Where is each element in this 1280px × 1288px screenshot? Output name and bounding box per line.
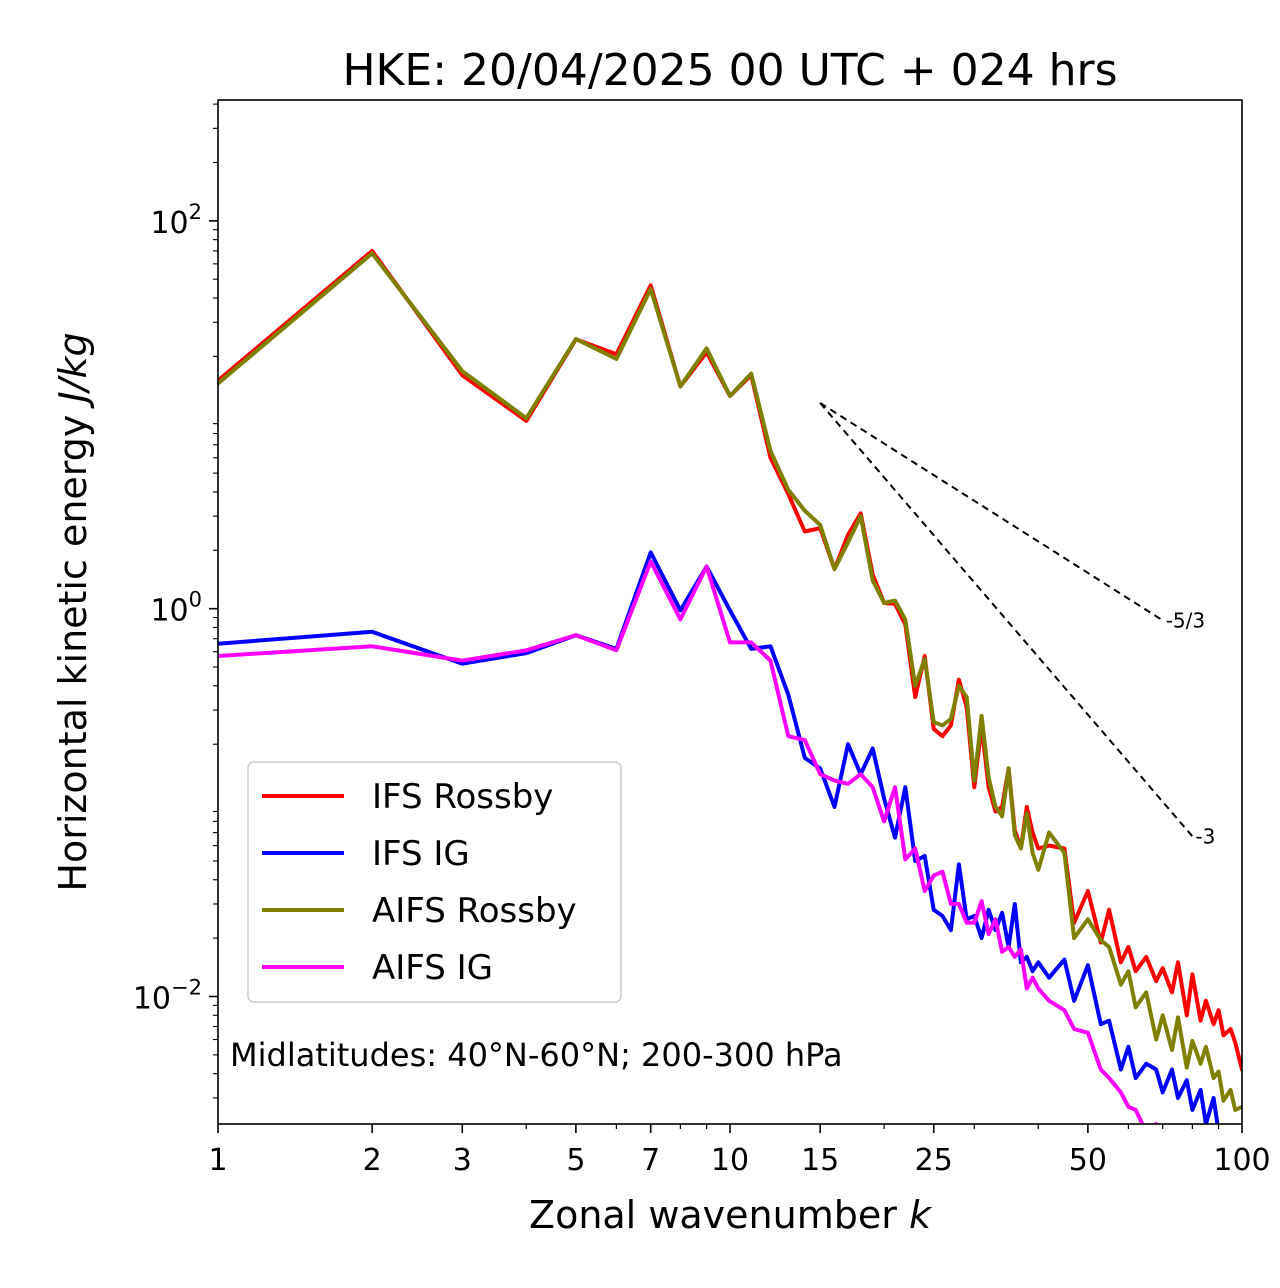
legend: IFS Rossby IFS IG AIFS Rossby AIFS IG [247, 761, 622, 1003]
x-tick-label: 10 [711, 1143, 749, 1178]
region-annotation: Midlatitudes: 40°N-60°N; 200-300 hPa [230, 1036, 843, 1074]
chart-title: HKE: 20/04/2025 00 UTC + 024 hrs [342, 45, 1117, 96]
x-tick-label: 5 [566, 1143, 585, 1178]
x-tick-label: 50 [1069, 1143, 1107, 1178]
axis-ticks: 1 2 3 5 7 10 15 25 50 100 10−2 100 102 [133, 103, 1271, 1178]
reference-slope-label-1: -3 [1195, 824, 1215, 848]
series-line-2 [218, 251, 1242, 1112]
x-tick-label: 1 [208, 1143, 227, 1178]
y-tick-label: 102 [150, 200, 202, 241]
series-line-1 [218, 550, 1220, 1124]
legend-label-3: AIFS IG [372, 948, 493, 988]
x-tick-label: 2 [363, 1143, 382, 1178]
x-tick-label: 100 [1213, 1143, 1270, 1178]
y-tick-label: 100 [150, 588, 202, 629]
series-line-3 [218, 559, 1159, 1124]
y-axis-label: Horizontal kinetic energy J/kg [51, 332, 95, 891]
reference-slope-label-0: -5/3 [1166, 608, 1205, 632]
legend-label-1: IFS IG [372, 834, 470, 874]
series-layer [218, 248, 1242, 1124]
legend-label-0: IFS Rossby [372, 777, 553, 817]
legend-box [247, 761, 622, 1003]
x-tick-label: 3 [453, 1143, 472, 1178]
slope-labels: -5/3 -3 [1166, 608, 1216, 848]
x-tick-label: 25 [915, 1143, 953, 1178]
reference-slope-line-0 [819, 402, 1164, 622]
legend-label-2: AIFS Rossby [372, 891, 577, 931]
x-axis-label: Zonal wavenumber k [529, 1193, 933, 1237]
x-tick-label: 7 [641, 1143, 660, 1178]
reference-slopes [819, 402, 1194, 837]
x-tick-label: 15 [801, 1143, 839, 1178]
y-tick-label: 10−2 [133, 975, 202, 1016]
